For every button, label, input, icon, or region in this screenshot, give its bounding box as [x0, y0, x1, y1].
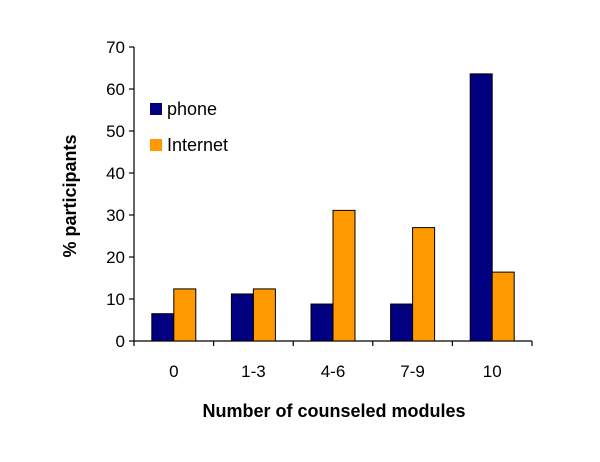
y-tick-label: 70 — [106, 38, 125, 57]
legend-label-internet: Internet — [167, 135, 228, 155]
legend: phone Internet — [150, 99, 228, 155]
y-tick-label: 0 — [116, 332, 125, 351]
legend-swatch-internet — [150, 139, 162, 151]
bar-internet-3 — [412, 227, 436, 342]
x-tick-label: 0 — [169, 362, 178, 381]
bar-phone-0 — [151, 313, 175, 342]
x-tick-label: 7-9 — [400, 362, 425, 381]
y-tick-label: 10 — [106, 290, 125, 309]
bar-phone-2 — [310, 303, 334, 342]
x-tick-label: 4-6 — [321, 362, 346, 381]
bar-internet-4 — [491, 271, 515, 342]
bar-internet-0 — [173, 288, 197, 342]
y-tick-label: 40 — [106, 164, 125, 183]
x-tick-label: 10 — [483, 362, 502, 381]
bar-internet-2 — [332, 209, 356, 342]
y-tick-label: 50 — [106, 122, 125, 141]
y-tick-label: 20 — [106, 248, 125, 267]
bars — [151, 73, 515, 342]
bar-phone-4 — [469, 73, 493, 342]
y-tick-label: 60 — [106, 80, 125, 99]
y-tick-label: 30 — [106, 206, 125, 225]
bar-phone-3 — [390, 303, 414, 342]
y-axis-title: % participants — [60, 134, 80, 257]
legend-swatch-phone — [150, 103, 162, 115]
bar-phone-1 — [230, 293, 254, 342]
bar-internet-1 — [252, 288, 276, 342]
x-axis: 0 1-3 4-6 7-9 10 — [133, 340, 533, 381]
x-axis-title: Number of counseled modules — [202, 401, 465, 421]
y-axis: 0 10 20 30 40 50 60 70 — [106, 38, 135, 351]
x-tick-label: 1-3 — [241, 362, 266, 381]
legend-label-phone: phone — [167, 99, 217, 119]
